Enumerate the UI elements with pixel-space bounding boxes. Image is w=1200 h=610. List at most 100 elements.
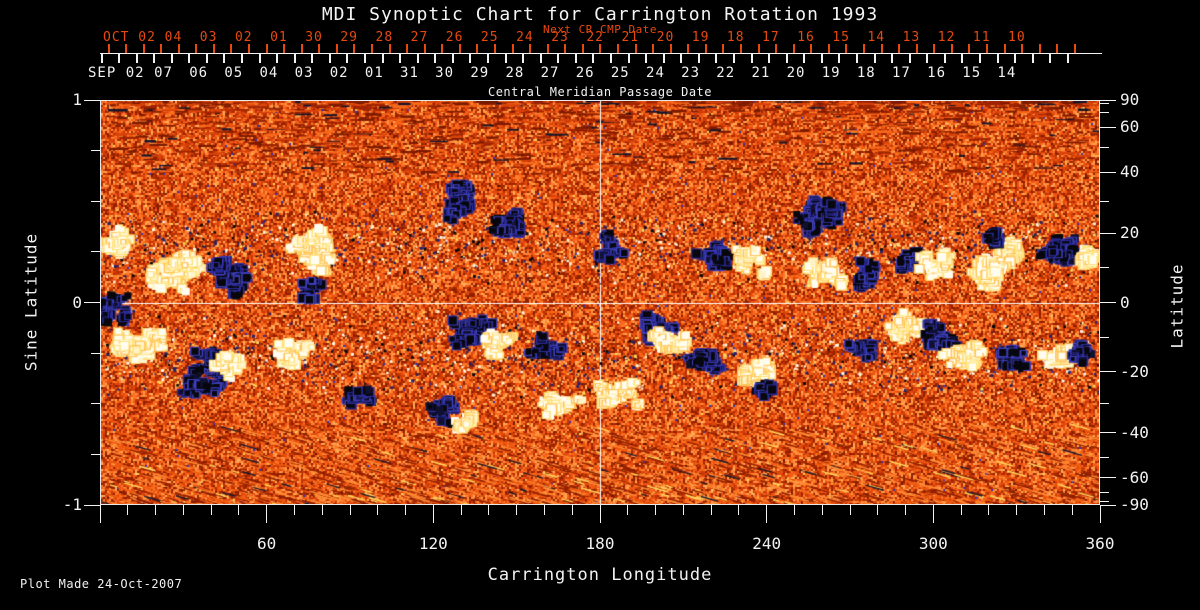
tick	[905, 505, 907, 515]
tick	[346, 54, 349, 63]
tick	[1073, 44, 1076, 54]
tick	[371, 44, 374, 54]
tick	[127, 505, 129, 515]
bottom-axis-tick-label: 240	[752, 534, 782, 553]
tick	[933, 44, 936, 54]
cmp-date-label: 22	[716, 65, 736, 81]
tick	[785, 54, 788, 63]
next-cr-date-label: 25	[480, 30, 499, 45]
cmp-date-label: 07	[154, 65, 173, 81]
tick	[504, 54, 507, 63]
tick	[349, 505, 351, 515]
next-cr-date-label: 12	[937, 30, 956, 45]
tick	[820, 54, 823, 63]
cmp-date-label: 26	[575, 65, 595, 81]
tick	[364, 54, 367, 63]
tick	[610, 54, 613, 63]
tick	[645, 54, 648, 63]
cmp-date-label: 21	[751, 65, 771, 81]
tick	[581, 44, 584, 54]
tick	[1100, 337, 1109, 339]
tick	[898, 44, 901, 54]
tick	[423, 44, 426, 54]
tick	[91, 200, 100, 202]
tick	[792, 44, 795, 54]
tick	[1100, 477, 1116, 479]
tick	[1100, 126, 1116, 128]
tick	[722, 44, 725, 54]
magnetogram-plot-area	[100, 100, 1100, 505]
next-cr-date-label: 21	[621, 30, 640, 45]
cmp-date-label: 03	[294, 65, 314, 81]
tick	[838, 54, 841, 63]
tick	[680, 54, 683, 63]
tick	[1100, 102, 1109, 104]
bottom-axis-tick-label: 180	[585, 534, 615, 553]
next-cr-date-label: 22	[586, 30, 604, 45]
tick	[873, 54, 876, 63]
tick	[845, 44, 848, 54]
next-cr-date-label: 11	[972, 30, 991, 45]
tick	[891, 54, 894, 63]
tick	[160, 44, 163, 54]
tick	[856, 54, 858, 63]
left-axis-tick-label: 0	[72, 292, 82, 312]
tick	[469, 54, 472, 63]
page-title: MDI Synoptic Chart for Carrington Rotati…	[321, 4, 879, 25]
next-cr-date-label: 10	[1008, 30, 1026, 45]
bottom-axis-tick-label: 60	[257, 534, 277, 553]
magnetogram-canvas	[101, 101, 1099, 504]
tick	[599, 44, 602, 54]
tick	[434, 54, 437, 63]
tick	[1100, 200, 1109, 202]
tick	[1099, 505, 1101, 523]
tick	[487, 54, 490, 63]
tick	[988, 505, 990, 515]
next-cr-cmp-date-label: Next CR CMP Date	[543, 23, 657, 36]
next-cr-date-label: 17	[762, 30, 780, 45]
tick	[943, 54, 946, 63]
tick	[135, 54, 138, 63]
cmp-date-label: 14	[997, 65, 1017, 81]
right-axis-tick-label: 90	[1120, 90, 1140, 109]
tick	[205, 54, 208, 63]
tick	[516, 505, 518, 515]
tick	[715, 54, 718, 63]
tick	[405, 505, 407, 515]
next-cr-date-label: 01	[270, 30, 288, 45]
tick	[863, 44, 865, 54]
tick	[880, 44, 883, 54]
tick	[460, 505, 462, 515]
tick	[223, 54, 226, 63]
right-axis-tick-label: 40	[1120, 162, 1140, 182]
next-cr-date-label: 16	[797, 30, 815, 45]
tick	[238, 505, 240, 515]
tick	[627, 54, 630, 63]
tick	[617, 44, 620, 54]
next-cr-date-label: 15	[832, 30, 850, 45]
tick	[293, 505, 295, 515]
tick	[1100, 266, 1109, 268]
tick	[733, 54, 736, 63]
tick	[961, 54, 964, 63]
tick	[494, 44, 497, 54]
tick	[1100, 146, 1109, 148]
tick	[1100, 111, 1109, 113]
cmp-date-label: 17	[892, 65, 911, 81]
tick	[155, 505, 157, 515]
tick	[529, 44, 532, 54]
tick	[265, 44, 268, 54]
tick	[634, 44, 637, 54]
tick	[564, 44, 567, 54]
right-axis-tick-label: -60	[1120, 467, 1149, 487]
tick	[195, 44, 198, 54]
tick	[91, 403, 100, 405]
tick	[546, 44, 549, 54]
tick	[1016, 505, 1018, 515]
tick	[84, 302, 100, 303]
tick	[258, 54, 261, 63]
tick	[1021, 44, 1024, 54]
tick	[451, 54, 454, 63]
tick	[827, 44, 830, 54]
